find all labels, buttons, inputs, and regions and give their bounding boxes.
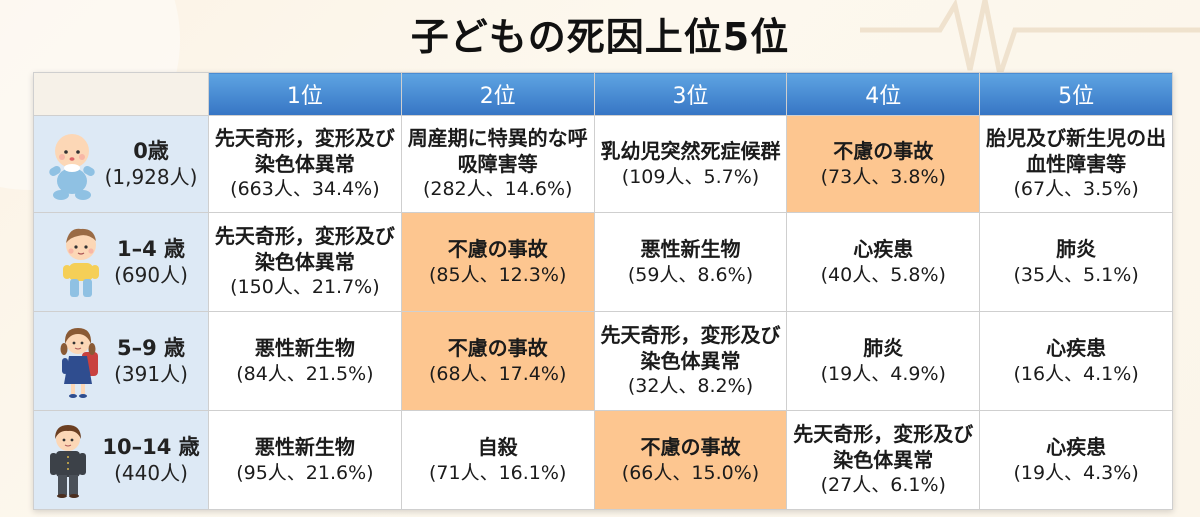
- cause-stat: (68人、17.4%): [429, 362, 567, 385]
- cause-stat: (71人、16.1%): [429, 461, 567, 484]
- cause-name: 心疾患: [1046, 336, 1107, 361]
- table-row: 10–14 歳 (440人) 悪性新生物 (95人、21.6%) 自殺 (71人、1…: [33, 410, 1173, 510]
- age-cell: 1–4 歳 (690人): [33, 212, 209, 312]
- cause-cell-highlighted: 不慮の事故 (66人、15.0%): [593, 410, 788, 510]
- age-cell: 0歳 (1,928人): [33, 115, 209, 213]
- cause-stat: (150人、21.7%): [230, 276, 380, 299]
- cause-stat: (66人、15.0%): [621, 461, 760, 484]
- cause-cell: 胎児及び新生児の出血性障害等 (67人、3.5%): [979, 115, 1173, 213]
- cause-stat: (84人、21.5%): [236, 362, 374, 385]
- cause-cell: 心疾患 (40人、5.8%): [786, 212, 981, 312]
- table-row: 5–9 歳 (391人) 悪性新生物 (84人、21.5%) 不慮の事故 (68人、…: [33, 311, 1173, 411]
- cause-cell-highlighted: 不慮の事故 (73人、3.8%): [786, 115, 981, 213]
- age-total: (1,928人): [104, 164, 198, 189]
- cause-stat: (59人、8.6%): [627, 263, 754, 286]
- cause-name: 不慮の事故: [640, 435, 741, 460]
- cause-name: 先天奇形，変形及び染色体異常: [214, 224, 395, 274]
- page-title: 子どもの死因上位5位: [410, 15, 790, 59]
- cause-name: 自殺: [477, 435, 518, 460]
- rank-header-1: 1位: [208, 72, 402, 116]
- cause-cell: 先天奇形，変形及び染色体異常 (150人、21.7%): [208, 212, 402, 312]
- cause-name: 悪性新生物: [254, 336, 355, 361]
- age-label: 1–4 歳: [116, 237, 186, 262]
- age-label: 5–9 歳: [116, 336, 186, 361]
- cause-name: 肺炎: [863, 336, 904, 361]
- cause-stat: (73人、3.8%): [820, 165, 946, 188]
- cause-cell: 周産期に特異的な呼吸障害等 (282人、14.6%): [400, 115, 595, 213]
- cause-cell: 自殺 (71人、16.1%): [400, 410, 595, 510]
- age-total: (690人): [114, 262, 188, 287]
- cause-name: 不慮の事故: [447, 336, 548, 361]
- age-total: (391人): [114, 361, 188, 386]
- cause-cell: 肺炎 (35人、5.1%): [979, 212, 1173, 312]
- rank-header-3: 3位: [593, 72, 788, 116]
- cause-cell: 悪性新生物 (59人、8.6%): [593, 212, 788, 312]
- cause-stat: (67人、3.5%): [1013, 178, 1139, 201]
- heartbeat-line-icon: [860, 0, 1200, 85]
- cause-stat: (35人、5.1%): [1013, 263, 1139, 286]
- cause-stat: (16人、4.1%): [1013, 362, 1139, 385]
- cause-cell: 先天奇形，変形及び染色体異常 (27人、6.1%): [786, 410, 981, 510]
- rank-header-5: 5位: [979, 72, 1173, 116]
- toddler-icon: [63, 228, 100, 297]
- cause-cell-highlighted: 不慮の事故 (68人、17.4%): [400, 311, 595, 411]
- baby-icon: [48, 134, 95, 200]
- cause-stat: (40人、5.8%): [820, 263, 946, 286]
- rank-header-2: 2位: [400, 72, 595, 116]
- cause-stat: (663人、34.4%): [230, 178, 380, 201]
- table-row: 1–4 歳 (690人) 先天奇形，変形及び染色体異常 (150人、21.7%) …: [33, 212, 1173, 312]
- cause-cell: 肺炎 (19人、4.9%): [786, 311, 981, 411]
- cause-name: 不慮の事故: [833, 139, 934, 164]
- cause-stat: (95人、21.6%): [236, 461, 374, 484]
- cause-name: 肺炎: [1056, 237, 1097, 262]
- cause-stat: (32人、8.2%): [627, 375, 754, 398]
- cause-stat: (19人、4.3%): [1013, 461, 1139, 484]
- cause-name: 乳幼児突然死症候群: [600, 139, 781, 164]
- cause-cell: 乳幼児突然死症候群 (109人、5.7%): [593, 115, 788, 213]
- cause-cell: 悪性新生物 (95人、21.6%): [208, 410, 402, 510]
- death-cause-table: 1位 2位 3位 4位 5位: [33, 72, 1173, 510]
- cause-name: 心疾患: [1046, 435, 1107, 460]
- cause-stat: (19人、4.9%): [820, 362, 946, 385]
- cause-cell: 先天奇形，変形及び染色体異常 (32人、8.2%): [593, 311, 788, 411]
- cause-name: 悪性新生物: [640, 237, 741, 262]
- cause-name: 悪性新生物: [254, 435, 355, 460]
- age-cell: 5–9 歳 (391人): [33, 311, 209, 411]
- age-label: 0歳: [133, 139, 169, 164]
- cause-stat: (109人、5.7%): [621, 165, 760, 188]
- cause-name: 先天奇形，変形及び染色体異常: [214, 126, 395, 176]
- cause-stat: (85人、12.3%): [429, 263, 567, 286]
- cause-name: 胎児及び新生児の出血性障害等: [986, 126, 1167, 176]
- cause-name: 心疾患: [853, 237, 914, 262]
- schoolgirl-icon: [60, 328, 99, 398]
- cause-name: 先天奇形，変形及び染色体異常: [793, 422, 974, 472]
- header-row: 1位 2位 3位 4位 5位: [33, 72, 1173, 116]
- cause-cell: 心疾患 (19人、4.3%): [979, 410, 1173, 510]
- cause-name: 不慮の事故: [447, 237, 548, 262]
- cause-name: 先天奇形，変形及び染色体異常: [600, 323, 781, 373]
- schoolboy-icon: [50, 425, 87, 498]
- age-label: 10–14 歳: [102, 435, 200, 460]
- cause-stat: (27人、6.1%): [820, 474, 946, 497]
- cause-cell: 心疾患 (16人、4.1%): [979, 311, 1173, 411]
- table-row: 0歳 (1,928人) 先天奇形，変形及び染色体異常 (663人、34.4%) 周…: [33, 115, 1173, 213]
- cause-name: 周産期に特異的な呼吸障害等: [407, 126, 588, 176]
- cause-cell: 悪性新生物 (84人、21.5%): [208, 311, 402, 411]
- age-total: (440人): [114, 460, 188, 485]
- cause-stat: (282人、14.6%): [422, 178, 573, 201]
- rank-header-4: 4位: [786, 72, 981, 116]
- cause-cell: 先天奇形，変形及び染色体異常 (663人、34.4%): [208, 115, 402, 213]
- age-cell: 10–14 歳 (440人): [33, 410, 209, 510]
- cause-cell-highlighted: 不慮の事故 (85人、12.3%): [400, 212, 595, 312]
- corner-cell: [33, 72, 209, 116]
